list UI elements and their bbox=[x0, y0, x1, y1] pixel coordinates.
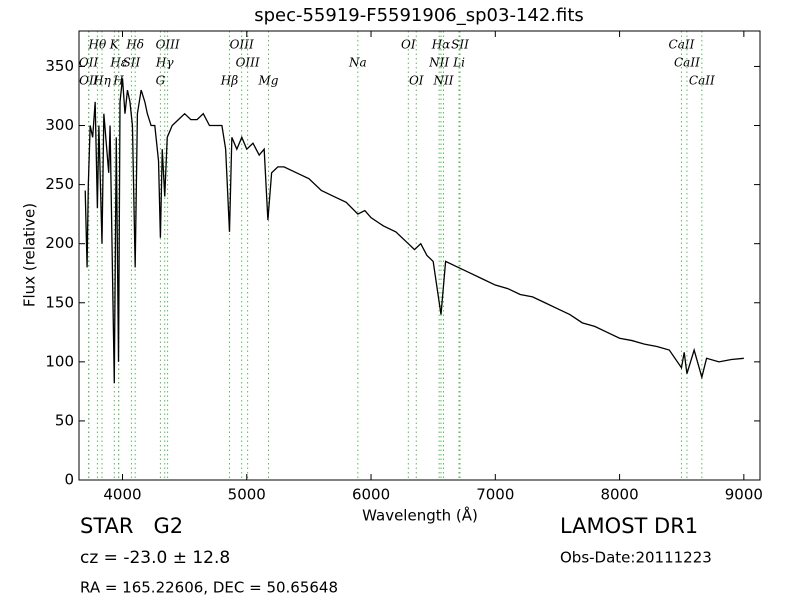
spectral-line-label: OI bbox=[401, 38, 416, 52]
spectral-line-label: Li bbox=[452, 56, 465, 70]
y-tick-label: 100 bbox=[45, 352, 74, 370]
info-text: cz = -23.0 ± 12.8 bbox=[80, 548, 230, 568]
y-tick-label: 300 bbox=[45, 116, 74, 134]
spectral-line-label: Hθ bbox=[88, 38, 107, 52]
x-tick-label: 5000 bbox=[228, 486, 266, 504]
x-tick-label: 7000 bbox=[476, 486, 514, 504]
spectral-line-label: CaII bbox=[669, 38, 695, 52]
spectral-line-label: NII bbox=[432, 74, 453, 88]
y-tick-label: 200 bbox=[45, 234, 74, 252]
y-tick-label: 350 bbox=[45, 57, 74, 75]
y-axis-label: Flux (relative) bbox=[21, 203, 39, 307]
spectral-line-label: Na bbox=[348, 56, 367, 70]
info-text: RA = 165.22606, DEC = 50.65648 bbox=[80, 579, 338, 597]
spectral-line-label: Hδ bbox=[125, 38, 144, 52]
spectral-line-label: Hα bbox=[431, 38, 451, 52]
info-text: STAR G2 bbox=[80, 514, 183, 538]
spectral-line-label: CaII bbox=[674, 56, 700, 70]
chart-title: spec-55919-F5591906_sp03-142.fits bbox=[254, 5, 584, 26]
spectral-line-label: CaII bbox=[689, 74, 715, 88]
x-tick-label: 4000 bbox=[103, 486, 141, 504]
spectral-line-label: Hβ bbox=[220, 74, 238, 88]
x-axis-label: Wavelength (Å) bbox=[362, 506, 478, 525]
spectral-line-label: OIII bbox=[156, 38, 180, 52]
spectral-line-label: OIII bbox=[230, 38, 254, 52]
plot-frame bbox=[78, 30, 761, 481]
spectral-line-label: Mg bbox=[258, 74, 279, 88]
info-text: LAMOST DR1 bbox=[560, 514, 698, 538]
spectral-line-label: OIII bbox=[236, 56, 260, 70]
spectral-line-label: Hη bbox=[92, 74, 111, 88]
x-tick-label: 6000 bbox=[352, 486, 390, 504]
spectral-line-label: OII bbox=[79, 74, 99, 88]
spectral-line-label: SII bbox=[123, 56, 141, 70]
spectral-line-label: SII bbox=[451, 38, 469, 52]
spectral-line-label: NII bbox=[428, 56, 449, 70]
spectral-line-label: Hγ bbox=[155, 56, 174, 70]
spectral-line-label: G bbox=[156, 74, 166, 88]
y-tick-label: 0 bbox=[64, 471, 74, 489]
spectral-line-label: OI bbox=[409, 74, 424, 88]
x-tick-label: 9000 bbox=[725, 486, 763, 504]
y-tick-label: 150 bbox=[45, 293, 74, 311]
x-tick-label: 8000 bbox=[600, 486, 638, 504]
spectrum-line bbox=[84, 78, 744, 384]
y-tick-label: 50 bbox=[55, 411, 74, 429]
spectral-line-label: K bbox=[109, 38, 120, 52]
info-text: Obs-Date:20111223 bbox=[560, 549, 712, 567]
y-tick-label: 250 bbox=[45, 175, 74, 193]
